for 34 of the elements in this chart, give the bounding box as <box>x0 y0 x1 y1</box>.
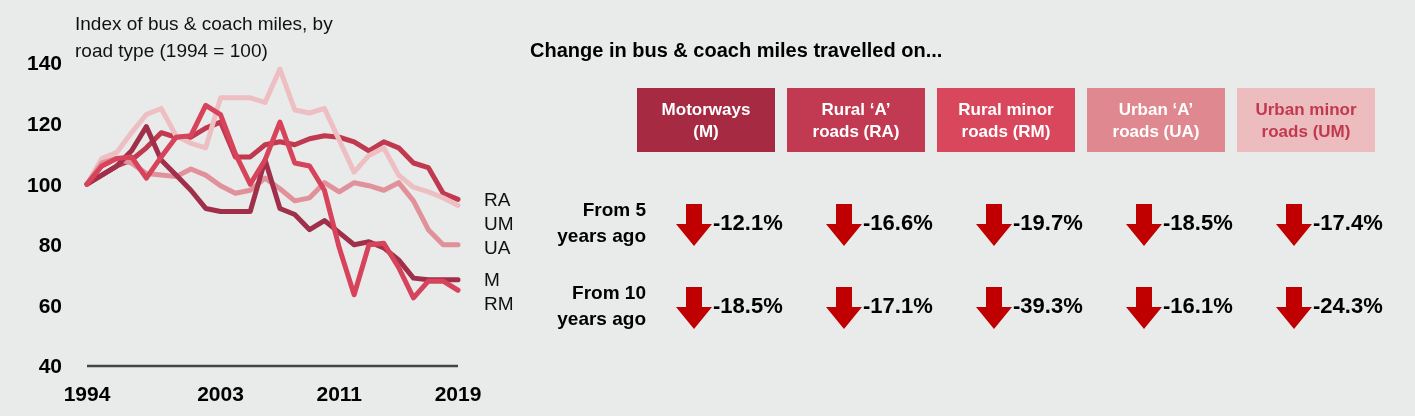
y-axis-title: Index of bus & coach miles, by road type (1994 = 100) <box>75 13 334 61</box>
series-label: RM <box>484 293 514 315</box>
y-tick-label: 120 <box>26 111 62 135</box>
category-label: Urban ‘A’ roads (UA) <box>1112 99 1200 141</box>
y-tick-label: 40 <box>38 354 62 378</box>
text: -12.1% <box>713 209 783 235</box>
category-label: From 5 years ago <box>557 198 646 246</box>
x-tick-label: 2011 <box>316 382 363 405</box>
category-label: Motorways (M) <box>661 99 751 141</box>
x-tick-label: 2019 <box>434 382 482 405</box>
series-label: M <box>484 269 500 291</box>
text: -16.1% <box>1163 292 1233 318</box>
text: -39.3% <box>1013 292 1083 318</box>
x-tick-label: 2003 <box>197 382 244 405</box>
category-label: Rural minor roads (RM) <box>958 99 1055 141</box>
y-tick-label: 100 <box>26 172 62 196</box>
x-tick-label: 1994 <box>63 382 111 405</box>
series-label: RA <box>484 189 511 210</box>
text: -17.4% <box>1313 209 1383 235</box>
text: -18.5% <box>713 292 783 318</box>
text: -19.7% <box>1013 209 1083 235</box>
text: -18.5% <box>1163 209 1233 235</box>
y-tick-label: 60 <box>38 293 62 317</box>
text: -17.1% <box>863 292 933 318</box>
text: Change in bus & coach miles travelled on... <box>530 39 943 61</box>
text: -16.6% <box>863 209 933 235</box>
category-label: From 10 years ago <box>557 281 646 329</box>
category-label: Urban minor roads (UM) <box>1255 99 1357 141</box>
y-tick-label: 140 <box>26 51 62 75</box>
series-label: UA <box>484 237 511 258</box>
text: -24.3% <box>1313 292 1383 318</box>
y-tick-label: 80 <box>38 233 62 257</box>
category-label: Rural ‘A’ roads (RA) <box>812 99 900 141</box>
series-label: UM <box>484 213 514 234</box>
